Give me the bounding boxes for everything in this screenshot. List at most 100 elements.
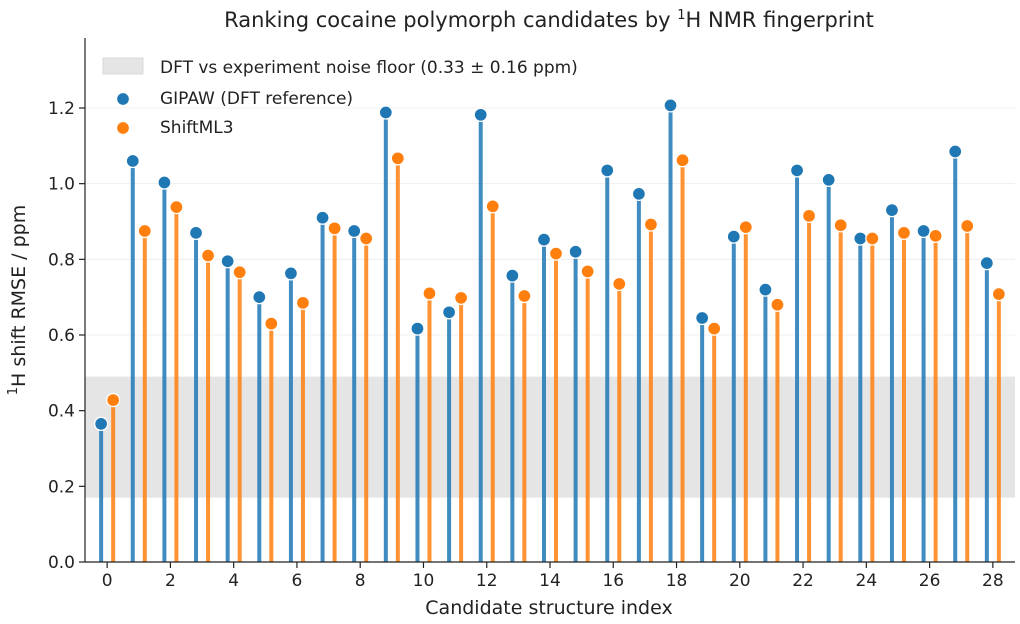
- y-tick-label: 1.2: [48, 99, 75, 119]
- point-shiftml3: [801, 208, 817, 223]
- point-shiftml3: [707, 321, 722, 336]
- point-shiftml3: [485, 199, 500, 214]
- point-gipaw: [758, 282, 773, 297]
- x-tick-label: 8: [355, 571, 366, 591]
- point-gipaw: [283, 266, 299, 281]
- x-tick-label: 22: [792, 571, 814, 591]
- point-gipaw: [220, 254, 235, 269]
- y-tick-label: 0.2: [48, 477, 75, 497]
- point-shiftml3: [675, 153, 690, 168]
- stems: [99, 105, 1001, 562]
- x-tick-label: 28: [982, 571, 1004, 591]
- x-tick-label: 14: [539, 571, 561, 591]
- point-shiftml3: [232, 265, 247, 280]
- x-tick-label: 0: [102, 571, 113, 591]
- point-gipaw: [884, 202, 900, 218]
- noise-floor-band: [85, 376, 1015, 498]
- x-tick-label: 16: [602, 571, 624, 591]
- data-points: [93, 98, 1007, 432]
- point-shiftml3: [453, 290, 469, 306]
- x-tick-label: 12: [476, 571, 498, 591]
- x-tick-label: 18: [666, 571, 688, 591]
- point-gipaw: [821, 172, 836, 188]
- point-gipaw: [916, 223, 931, 239]
- chart-title-sup: 1: [677, 8, 685, 23]
- x-tick-label: 20: [729, 571, 751, 591]
- chart-title: Ranking cocaine polymorph candidates by …: [224, 8, 874, 32]
- point-gipaw: [473, 107, 488, 122]
- y-axis-title-sup: 1: [6, 387, 21, 395]
- point-shiftml3: [264, 316, 279, 331]
- point-gipaw: [948, 144, 963, 159]
- point-gipaw: [188, 225, 204, 240]
- point-gipaw: [631, 186, 647, 202]
- point-shiftml3: [137, 223, 152, 239]
- legend-swatch-noise-floor: [102, 57, 144, 75]
- point-gipaw: [568, 244, 583, 259]
- point-gipaw: [441, 305, 457, 320]
- point-shiftml3: [928, 228, 943, 244]
- point-gipaw: [663, 98, 678, 113]
- point-shiftml3: [770, 297, 785, 312]
- x-tick-label: 24: [856, 571, 878, 591]
- x-axis-title: Candidate structure index: [425, 597, 672, 619]
- point-gipaw: [157, 175, 172, 190]
- legend-marker-gipaw: [115, 91, 131, 107]
- point-shiftml3: [833, 218, 848, 233]
- y-tick-label: 0.6: [48, 326, 75, 346]
- chart-title-main: Ranking cocaine polymorph candidates by: [224, 8, 677, 32]
- point-shiftml3: [327, 221, 342, 236]
- chart-title-tail: H NMR fingerprint: [686, 8, 874, 32]
- point-gipaw: [505, 268, 520, 283]
- point-shiftml3: [960, 218, 975, 234]
- x-tick-label: 26: [919, 571, 941, 591]
- point-gipaw: [979, 255, 994, 271]
- point-shiftml3: [517, 288, 532, 304]
- x-tick-label: 2: [165, 571, 176, 591]
- point-shiftml3: [865, 231, 880, 246]
- point-shiftml3: [896, 225, 912, 240]
- point-shiftml3: [643, 217, 659, 232]
- tick-labels: 0.00.20.40.60.81.01.20 2 4 6 8 10 12 14 16 18 20 22…: [48, 99, 1004, 591]
- point-shiftml3: [612, 276, 627, 292]
- point-gipaw: [853, 231, 868, 246]
- point-gipaw: [125, 153, 140, 169]
- point-shiftml3: [580, 264, 595, 279]
- point-shiftml3: [991, 286, 1007, 302]
- point-gipaw: [252, 290, 267, 305]
- point-gipaw: [347, 223, 362, 239]
- point-gipaw: [315, 210, 330, 225]
- point-gipaw: [789, 163, 805, 178]
- point-shiftml3: [295, 295, 311, 310]
- point-shiftml3: [422, 286, 437, 301]
- point-shiftml3: [106, 392, 121, 408]
- y-axis-title-main: H shift RMSE / ppm: [8, 205, 30, 387]
- point-gipaw: [93, 416, 109, 432]
- y-tick-label: 0.0: [48, 553, 75, 573]
- y-tick-label: 0.8: [48, 250, 75, 270]
- point-gipaw: [536, 232, 552, 247]
- y-axis-title: 1H shift RMSE / ppm: [6, 205, 30, 395]
- x-tick-label: 6: [292, 571, 303, 591]
- legend-label-shiftml3: ShiftML3: [160, 118, 234, 138]
- y-tick-label: 1.0: [48, 175, 75, 195]
- point-shiftml3: [169, 199, 184, 215]
- legend-marker-shiftml3: [115, 120, 131, 136]
- x-tick-label: 4: [228, 571, 239, 591]
- legend: DFT vs experiment noise floor (0.33 ± 0.…: [102, 57, 578, 138]
- point-shiftml3: [200, 248, 216, 263]
- point-shiftml3: [548, 246, 564, 261]
- x-tick-label: 10: [413, 571, 435, 591]
- point-gipaw: [410, 321, 425, 336]
- point-gipaw: [600, 163, 615, 178]
- point-gipaw: [695, 310, 710, 326]
- point-shiftml3: [390, 151, 405, 166]
- point-gipaw: [378, 105, 393, 120]
- legend-label-noise-floor: DFT vs experiment noise floor (0.33 ± 0.…: [160, 58, 578, 78]
- point-shiftml3: [359, 231, 374, 246]
- y-tick-label: 0.4: [48, 402, 75, 422]
- legend-label-gipaw: GIPAW (DFT reference): [160, 89, 353, 109]
- point-gipaw: [726, 229, 741, 244]
- point-shiftml3: [738, 220, 753, 235]
